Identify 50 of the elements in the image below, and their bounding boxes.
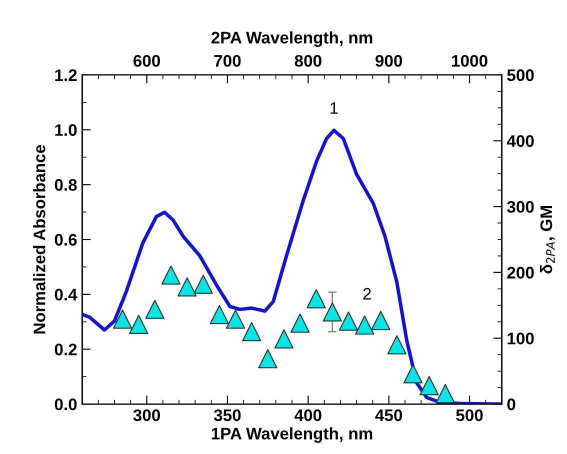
point [371,310,390,330]
point [387,335,407,354]
point [306,289,326,308]
y-tick-label: 0.4 [54,288,78,301]
point [161,265,181,285]
annotation: 2 [363,288,371,300]
x2-tick-label: 600 [133,54,160,67]
x-tick-label: 400 [294,409,322,422]
y-tick-label: 0.8 [54,179,77,191]
point [420,376,439,396]
y2-tick-label: 0 [507,398,516,410]
point [258,349,278,368]
x2-tick-label: 700 [214,54,241,67]
y-tick-label: 0.0 [54,398,77,410]
y-tick-label: 1.2 [55,69,77,81]
x-tick-label: 350 [214,409,241,422]
point [178,277,197,296]
point [274,329,294,348]
y2-axis-title: δ$_{2PA}$, GM [540,206,555,274]
point [194,274,213,294]
x2-axis-title: 2PA Wavelength, nm [211,31,372,47]
point [290,313,310,333]
y2-tick-label: 200 [507,266,534,279]
y2-tick-label: 100 [508,332,534,344]
y-axis-title: Normalized Absorbance [33,144,46,334]
annotation: 1 [330,102,338,114]
point [242,322,262,342]
y-tick-label: 0.6 [54,234,77,246]
point [355,315,374,335]
x-tick-label: 450 [375,409,402,422]
point [322,302,342,322]
x2-tick-label: 900 [376,54,402,67]
point [210,304,229,324]
point [226,310,246,329]
point [338,312,358,331]
y2-tick-label: 500 [507,69,534,82]
y2-tick-label: 400 [506,135,534,147]
point [112,310,132,329]
x2-tick-label: 1000 [452,54,488,67]
point [403,364,423,384]
y-tick-label: 1.0 [55,124,77,136]
x-axis-title: 1PA Wavelength, nm [212,427,372,443]
point [129,314,148,334]
x-tick-label: 300 [133,409,160,422]
point [436,384,455,404]
point [145,300,164,319]
x2-tick-label: 800 [294,54,322,67]
x-tick-label: 500 [456,409,483,422]
y-tick-label: 0.2 [54,344,77,356]
y2-tick-label: 300 [507,200,534,213]
